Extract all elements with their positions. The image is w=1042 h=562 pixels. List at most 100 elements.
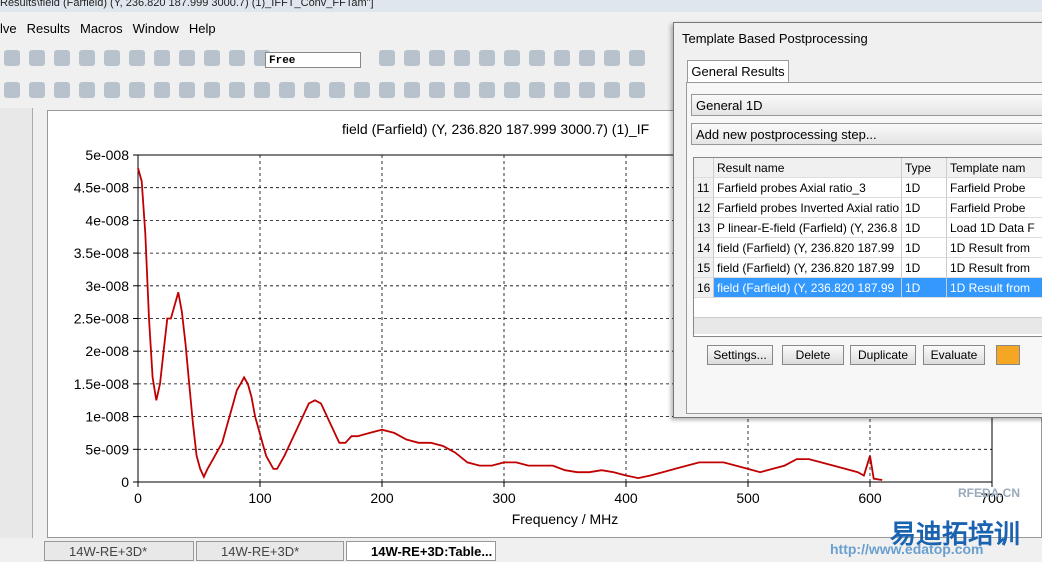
toolbar-icon[interactable] — [304, 82, 320, 98]
table-cell[interactable]: P linear-E-field (Farfield) (Y, 236.8 — [714, 218, 902, 238]
button[interactable]: Settings... — [707, 345, 773, 365]
row-number[interactable]: 12 — [694, 198, 714, 218]
window-title: Results\field (Farfield) (Y, 236.820 187… — [0, 0, 1042, 12]
toolbar-icon[interactable] — [504, 50, 520, 66]
button[interactable]: Evaluate — [923, 345, 985, 365]
toolbar-icon[interactable] — [579, 82, 595, 98]
toolbar-icon[interactable] — [279, 82, 295, 98]
table-cell[interactable]: Farfield Probe — [947, 198, 1042, 218]
toolbar-icon[interactable] — [454, 50, 470, 66]
x-tick-label: 600 — [858, 490, 882, 506]
table-header[interactable]: Template nam — [947, 158, 1042, 178]
table-header[interactable]: Result name — [714, 158, 902, 178]
toolbar-icon[interactable] — [604, 82, 620, 98]
menu-item[interactable]: Window — [132, 21, 179, 36]
toolbar-icon[interactable] — [479, 50, 495, 66]
toolbar-icon[interactable] — [554, 50, 570, 66]
table-cell[interactable]: 1D Result from — [947, 258, 1042, 278]
button[interactable]: Duplicate — [850, 345, 916, 365]
table-cell[interactable]: field (Farfield) (Y, 236.820 187.99 — [714, 238, 902, 258]
x-tick-label: 500 — [736, 490, 760, 506]
toolbar-icon[interactable] — [229, 82, 245, 98]
mode-dropdown[interactable]: Free — [265, 52, 361, 68]
row-number[interactable]: 16 — [694, 278, 714, 298]
menu-item[interactable]: Macros — [79, 21, 123, 36]
table-cell[interactable]: 1D — [902, 178, 947, 198]
toolbar-icon[interactable] — [79, 82, 95, 98]
table-cell[interactable]: Farfield probes Inverted Axial ratio — [714, 198, 902, 218]
toolbar-icon[interactable] — [529, 50, 545, 66]
x-tick-label: 300 — [492, 490, 516, 506]
toolbar-icon[interactable] — [429, 82, 445, 98]
table-cell[interactable]: Farfield Probe — [947, 178, 1042, 198]
toolbar-icon[interactable] — [179, 82, 195, 98]
toolbar-icon[interactable] — [629, 50, 645, 66]
y-tick-label: 0 — [121, 474, 129, 490]
document-tab[interactable]: 14W-RE+3D* — [196, 541, 344, 561]
up-button[interactable] — [996, 345, 1020, 365]
document-tabs: 14W-RE+3D* 14W-RE+3D* 14W-RE+3D:Table... — [44, 540, 1042, 562]
toolbar-icon[interactable] — [29, 82, 45, 98]
table-cell[interactable]: Load 1D Data F — [947, 218, 1042, 238]
toolbar-icon[interactable] — [204, 82, 220, 98]
toolbar-icon[interactable] — [529, 82, 545, 98]
toolbar-icon[interactable] — [104, 50, 120, 66]
toolbar-icon[interactable] — [379, 82, 395, 98]
table-cell[interactable]: 1D Result from — [947, 238, 1042, 258]
toolbar-icon[interactable] — [454, 82, 470, 98]
row-number[interactable]: 15 — [694, 258, 714, 278]
toolbar-icon[interactable] — [229, 50, 245, 66]
toolbar-icon[interactable] — [79, 50, 95, 66]
toolbar-icon[interactable] — [54, 50, 70, 66]
toolbar-icon[interactable] — [29, 50, 45, 66]
table-cell[interactable]: Farfield probes Axial ratio_3 — [714, 178, 902, 198]
toolbar-icon[interactable] — [4, 82, 20, 98]
menu-item[interactable]: Help — [188, 21, 216, 36]
toolbar-icon[interactable] — [604, 50, 620, 66]
row-number[interactable]: 13 — [694, 218, 714, 238]
toolbar-icon[interactable] — [329, 82, 345, 98]
table-cell[interactable]: 1D — [902, 238, 947, 258]
x-tick-label: 0 — [134, 490, 142, 506]
toolbar-icon[interactable] — [354, 82, 370, 98]
toolbar-icon[interactable] — [179, 50, 195, 66]
toolbar-icon[interactable] — [129, 82, 145, 98]
table-cell[interactable]: 1D — [902, 218, 947, 238]
scrollbar[interactable] — [694, 317, 1042, 334]
document-tab[interactable]: 14W-RE+3D* — [44, 541, 194, 561]
table-cell[interactable]: field (Farfield) (Y, 236.820 187.99 — [714, 278, 902, 298]
menu-item[interactable]: Results — [26, 21, 70, 36]
template-dropdown[interactable]: General 1D — [691, 94, 1042, 116]
table-cell[interactable]: 1D — [902, 278, 947, 298]
dialog-tab[interactable]: General Results — [687, 60, 789, 83]
toolbar-icon[interactable] — [104, 82, 120, 98]
table-cell[interactable]: 1D — [902, 258, 947, 278]
toolbar-icon[interactable] — [154, 50, 170, 66]
toolbar-icon[interactable] — [579, 50, 595, 66]
toolbar-icon[interactable] — [4, 50, 20, 66]
toolbar-icon[interactable] — [504, 82, 520, 98]
toolbar-icon[interactable] — [204, 50, 220, 66]
button[interactable]: Delete — [782, 345, 844, 365]
toolbar-icon[interactable] — [404, 50, 420, 66]
table-cell[interactable]: field (Farfield) (Y, 236.820 187.99 — [714, 258, 902, 278]
toolbar-icon[interactable] — [629, 82, 645, 98]
table-cell[interactable]: 1D — [902, 198, 947, 218]
add-step-dropdown[interactable]: Add new postprocessing step... — [691, 123, 1042, 145]
toolbar-icon[interactable] — [429, 50, 445, 66]
table-header[interactable]: Type — [902, 158, 947, 178]
toolbar-icon[interactable] — [479, 82, 495, 98]
row-number[interactable]: 14 — [694, 238, 714, 258]
toolbar-icon[interactable] — [54, 82, 70, 98]
toolbar-icon[interactable] — [129, 50, 145, 66]
row-number[interactable]: 11 — [694, 178, 714, 198]
toolbar-icon[interactable] — [154, 82, 170, 98]
toolbar-icon[interactable] — [254, 82, 270, 98]
menu-item[interactable]: lve — [0, 21, 17, 36]
toolbar-icon[interactable] — [404, 82, 420, 98]
document-tab[interactable]: 14W-RE+3D:Table... — [346, 541, 496, 561]
table-cell[interactable]: 1D Result from — [947, 278, 1042, 298]
x-tick-label: 100 — [248, 490, 272, 506]
toolbar-icon[interactable] — [554, 82, 570, 98]
toolbar-icon[interactable] — [379, 50, 395, 66]
